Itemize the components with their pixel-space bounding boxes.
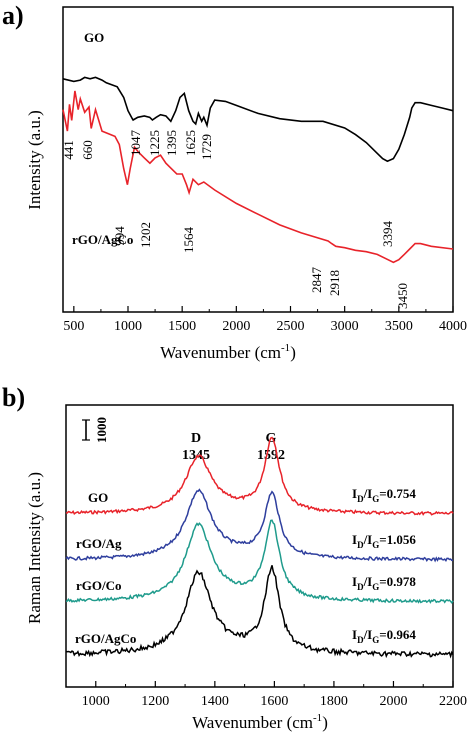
raman-series-label: rGO/Co — [76, 578, 122, 593]
b-tick-label: 1600 — [260, 694, 288, 709]
raman-series-line — [65, 519, 454, 604]
peak-annotation: 1625 — [183, 130, 198, 156]
series-line-rgo-agco — [62, 90, 454, 264]
panel-a-x-axis-title: Wavenumber (cm-1) — [160, 342, 296, 362]
b-tick-label: 1400 — [201, 694, 229, 709]
raman-series-label: rGO/AgCo — [75, 631, 136, 646]
raman-series-line — [65, 488, 454, 563]
peak-annotation: 441 — [61, 140, 76, 160]
peak-annotation: 994 — [112, 226, 127, 246]
panel-a-x-axis-title-main: Wavenumber (cm — [160, 343, 281, 362]
b-tick-label: 1000 — [82, 694, 110, 709]
peak-d-position: 1345 — [182, 448, 210, 463]
raman-series-label: rGO/Ag — [76, 536, 122, 551]
peak-annotation: 1729 — [199, 134, 214, 160]
panel-b-x-ticks: 1000 1200 1400 1600 1800 2000 2200 — [82, 681, 467, 709]
a-tick-label: 2500 — [277, 319, 305, 334]
b-tick-label: 1800 — [320, 694, 348, 709]
a-tick-label: 3500 — [385, 319, 413, 334]
peak-annotation: 1047 — [128, 130, 143, 157]
panel-b-x-axis-title-end: ) — [322, 713, 328, 732]
peak-annotation: 2918 — [327, 270, 342, 296]
peak-annotation: 1225 — [147, 130, 162, 156]
raman-series-line — [65, 436, 454, 516]
peak-annotation: 3394 — [380, 221, 395, 248]
panel-b-x-axis-title: Wavenumber (cm-1) — [192, 712, 328, 732]
panel-a-y-axis-title: Intensity (a.u.) — [25, 110, 44, 210]
a-tick-label: 3000 — [331, 319, 359, 334]
series-label-go: GO — [84, 30, 104, 45]
panel-b-plot-frame — [65, 404, 454, 688]
panel-b-series: GO ID/IG=0.754 rGO/Ag ID/IG=1.056 rGO/Co ID/I… — [65, 436, 454, 659]
panel-a-x-axis-title-sup: -1 — [281, 342, 290, 354]
a-tick-label: 4000 — [439, 319, 467, 334]
b-tick-label: 2200 — [439, 694, 467, 709]
intensity-ratio-label: ID/IG=0.964 — [352, 627, 416, 645]
a-tick-label: 1500 — [168, 319, 196, 334]
panel-b: b) 1000 1200 1400 1600 1800 2000 2200 Wavenumb… — [2, 383, 467, 732]
scale-bar-label: 1000 — [94, 417, 109, 443]
peak-annotation: 2847 — [309, 267, 324, 294]
intensity-ratio-label: ID/IG=0.754 — [352, 486, 416, 504]
intensity-ratio-label: ID/IG=0.978 — [352, 574, 416, 592]
panel-b-y-axis-title: Raman Intensity (a.u.) — [25, 472, 44, 624]
b-tick-label: 1200 — [141, 694, 169, 709]
series-line-go — [62, 76, 454, 163]
a-tick-label: 1000 — [114, 319, 142, 334]
raman-series-line — [65, 565, 454, 659]
panel-a-peak-annotations: 441 660 1047 1225 1395 1625 1729 994 1202 1564 339… — [61, 130, 410, 310]
panel-b-x-axis-title-main: Wavenumber (cm — [192, 713, 313, 732]
peak-annotation: 1564 — [181, 227, 196, 254]
intensity-ratio-label: ID/IG=1.056 — [352, 532, 416, 550]
a-tick-label: 500 — [63, 319, 84, 334]
panel-a-plot-frame — [62, 6, 454, 313]
panel-a-x-ticks: 500 1000 1500 2000 2500 3000 3500 4000 — [63, 306, 467, 334]
series-label-rgo-agco: rGO/AgCo — [72, 232, 133, 247]
b-tick-label: 2000 — [379, 694, 407, 709]
panel-b-x-axis-title-sup: -1 — [313, 712, 322, 724]
peak-d-label: D — [191, 431, 201, 446]
panel-a: a) 500 1000 1500 2000 2500 3000 3500 4000 Waven… — [2, 1, 467, 362]
raman-series-label: GO — [88, 490, 108, 505]
peak-annotation: 3450 — [395, 283, 410, 309]
panel-a-x-axis-title-end: ) — [290, 343, 296, 362]
peak-annotation: 660 — [80, 140, 95, 160]
peak-annotation: 1202 — [138, 222, 153, 248]
peak-annotation: 1395 — [164, 130, 179, 156]
a-tick-label: 2000 — [222, 319, 250, 334]
panel-a-letter: a) — [2, 1, 24, 30]
peak-g-position: 1592 — [257, 448, 285, 463]
panel-b-letter: b) — [2, 383, 25, 412]
